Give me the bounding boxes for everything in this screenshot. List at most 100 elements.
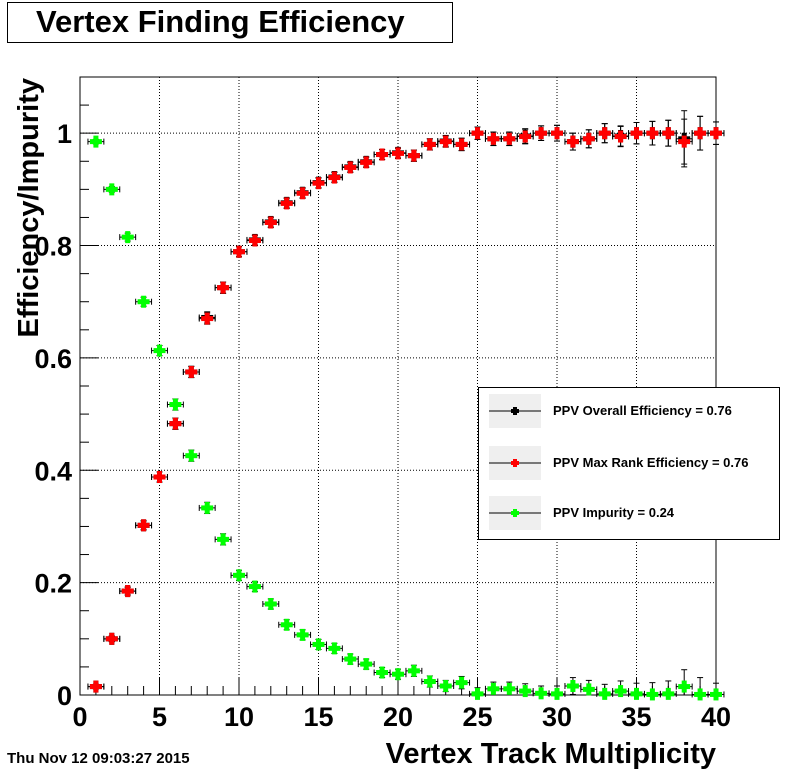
marker-v-s1-0 bbox=[93, 680, 99, 693]
marker-v-s1-7 bbox=[204, 312, 210, 325]
y-tick-label-2: 0.4 bbox=[34, 456, 72, 486]
point-s1-30 bbox=[564, 132, 582, 151]
marker-v-s1-37 bbox=[681, 135, 687, 148]
point-s2-39 bbox=[707, 682, 725, 701]
point-s1-23 bbox=[453, 137, 471, 152]
point-s2-5 bbox=[166, 398, 184, 411]
marker-v-s2-31 bbox=[586, 683, 592, 696]
marker-v-s2-24 bbox=[475, 687, 480, 700]
marker-v-s2-21 bbox=[427, 675, 433, 688]
point-s2-22 bbox=[437, 679, 455, 693]
point-s2-12 bbox=[278, 618, 296, 631]
point-s2-34 bbox=[628, 682, 645, 700]
marker-v-s1-8 bbox=[220, 281, 226, 294]
marker-v-s2-7 bbox=[204, 501, 210, 514]
legend-entry-overall: PPV Overall Efficiency = 0.76 bbox=[487, 394, 777, 428]
y-tick-label-4: 0.8 bbox=[34, 232, 72, 262]
point-s1-25 bbox=[484, 131, 502, 147]
marker-v-s2-27 bbox=[522, 685, 528, 698]
point-s1-15 bbox=[325, 171, 343, 184]
point-s1-12 bbox=[278, 197, 296, 210]
legend-entry-max-rank: PPV Max Rank Efficiency = 0.76 bbox=[487, 446, 777, 480]
point-s2-28 bbox=[532, 685, 550, 700]
point-s2-30 bbox=[564, 677, 582, 695]
marker-v-s2-32 bbox=[602, 687, 608, 700]
point-s1-2 bbox=[119, 585, 137, 598]
point-s2-38 bbox=[691, 677, 709, 701]
marker-v-s2-34 bbox=[634, 687, 639, 700]
legend-label-impurity: PPV Impurity = 0.24 bbox=[553, 505, 675, 520]
point-s1-37 bbox=[675, 118, 693, 165]
x-tick-label-7: 35 bbox=[621, 702, 651, 732]
point-s2-2 bbox=[119, 231, 137, 244]
marker-v-s1-36 bbox=[665, 127, 671, 140]
point-s2-23 bbox=[453, 675, 471, 690]
y-axis-label: Efficiency/Impurity bbox=[13, 78, 45, 337]
marker-v-s2-18 bbox=[379, 666, 385, 679]
point-s2-35 bbox=[643, 682, 661, 701]
marker-v-s2-6 bbox=[188, 449, 194, 462]
marker-v-s1-1 bbox=[109, 632, 115, 645]
marker-v-s1-19 bbox=[395, 147, 401, 160]
point-s2-37 bbox=[675, 669, 693, 696]
marker-v-s2-14 bbox=[316, 638, 321, 651]
grid-lines bbox=[80, 77, 716, 695]
legend: PPV Overall Efficiency = 0.76 PPV Max Ra… bbox=[478, 387, 780, 540]
point-s1-22 bbox=[437, 135, 455, 148]
point-s1-28 bbox=[532, 125, 550, 141]
legend-label-overall: PPV Overall Efficiency = 0.76 bbox=[553, 403, 732, 418]
point-s1-33 bbox=[612, 125, 630, 148]
marker-v-s2-12 bbox=[284, 618, 290, 631]
marker-v-s2-13 bbox=[300, 628, 306, 641]
point-s2-6 bbox=[182, 449, 200, 462]
point-s1-17 bbox=[357, 156, 375, 169]
point-s1-36 bbox=[659, 119, 677, 147]
marker-v-s1-23 bbox=[459, 138, 465, 151]
marker-v-s1-4 bbox=[157, 471, 162, 484]
point-s1-10 bbox=[246, 234, 264, 247]
point-s2-18 bbox=[373, 666, 391, 679]
x-tick-label-2: 10 bbox=[224, 702, 254, 732]
marker-v-s1-3 bbox=[141, 519, 147, 532]
point-s1-0 bbox=[87, 680, 105, 693]
point-s1-16 bbox=[341, 161, 359, 174]
marker-v-s2-4 bbox=[157, 344, 162, 357]
marker-v-s2-22 bbox=[443, 680, 449, 693]
point-s1-20 bbox=[405, 149, 423, 162]
point-s1-29 bbox=[548, 124, 566, 142]
point-s2-11 bbox=[262, 597, 280, 610]
point-s2-16 bbox=[341, 653, 359, 666]
point-s2-3 bbox=[135, 295, 153, 308]
legend-entry-impurity: PPV Impurity = 0.24 bbox=[487, 496, 777, 530]
point-s1-19 bbox=[389, 147, 407, 160]
point-s1-7 bbox=[198, 312, 216, 325]
series-1 bbox=[87, 115, 725, 693]
marker-v-s1-29 bbox=[554, 127, 560, 140]
marker-v-s1-39 bbox=[713, 127, 719, 140]
point-s2-15 bbox=[325, 642, 343, 655]
marker-v-s1-24 bbox=[475, 127, 480, 140]
marker-v-s2-39 bbox=[713, 688, 719, 701]
point-s1-31 bbox=[580, 129, 598, 149]
x-tick-label-1: 5 bbox=[152, 702, 167, 732]
x-tick-label-6: 30 bbox=[542, 702, 572, 732]
marker-v-s1-32 bbox=[602, 127, 608, 140]
y-tick-label-1: 0.2 bbox=[34, 569, 72, 599]
marker-v-s1-13 bbox=[300, 187, 306, 200]
marker-v-s2-11 bbox=[268, 597, 274, 610]
point-s2-8 bbox=[214, 533, 232, 546]
point-s2-10 bbox=[246, 580, 264, 593]
marker-v-s1-18 bbox=[379, 148, 385, 161]
point-s2-31 bbox=[580, 679, 598, 696]
marker-v-s2-1 bbox=[109, 183, 115, 196]
point-s1-26 bbox=[500, 131, 518, 147]
marker-v-s1-33 bbox=[618, 130, 624, 143]
marker-v-s2-36 bbox=[665, 687, 671, 700]
point-s1-9 bbox=[230, 245, 248, 258]
x-tick-label-8: 40 bbox=[701, 702, 731, 732]
point-s2-24 bbox=[469, 687, 486, 700]
marker-v-s1-25 bbox=[490, 132, 496, 145]
y-tick-label-0: 0 bbox=[57, 681, 72, 711]
legend-label-max-rank: PPV Max Rank Efficiency = 0.76 bbox=[553, 455, 749, 470]
marker-v-s2-38 bbox=[697, 688, 703, 701]
